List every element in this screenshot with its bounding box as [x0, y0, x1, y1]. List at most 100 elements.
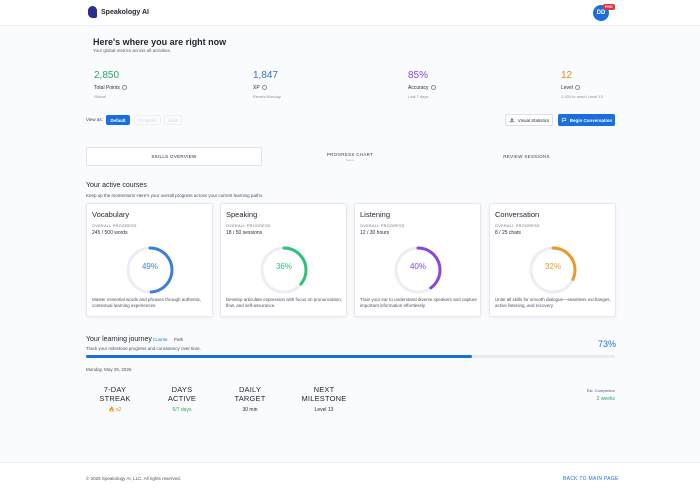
stat-key: 7-DAY STREAK	[99, 385, 131, 403]
overall-progress-label: OVERALL PROGRESS	[495, 224, 540, 228]
course-title: Speaking	[226, 210, 258, 219]
tab-label: REVIEW SESSIONS	[503, 154, 550, 159]
stat-days-active: DAYS ACTIVE 5/7 days	[158, 385, 206, 413]
progress-ring	[126, 246, 174, 294]
course-card[interactable]: Listening OVERALL PROGRESS 12 / 30 hours 40…	[354, 203, 481, 317]
course-description: Master essential words and phrases throu…	[92, 297, 202, 308]
overall-progress-value: 18 / 50 sessions	[226, 230, 263, 236]
courses-subtitle: Keep up the momentum! Here's your overal…	[86, 193, 264, 198]
course-percent: 40%	[409, 262, 426, 271]
course-card[interactable]: Conversation OVERALL PROGRESS 8 / 25 chats…	[489, 203, 616, 317]
stat-value: 5/7 days	[172, 407, 192, 413]
metric-note: Last 7 days	[408, 94, 429, 99]
stat-key: DAYS ACTIVE	[167, 385, 197, 403]
course-title: Vocabulary	[92, 210, 130, 219]
visual-statistics-button[interactable]: Visual Statistics	[505, 114, 553, 126]
visual-statistics-label: Visual Statistics	[517, 117, 550, 123]
tab-note: Soon	[345, 157, 355, 162]
estimate-value: 2 weeks	[596, 396, 615, 402]
course-card[interactable]: Vocabulary OVERALL PROGRESS 245 / 500 word…	[86, 203, 213, 317]
course-card[interactable]: Speaking OVERALL PROGRESS 18 / 50 sessions…	[220, 203, 347, 317]
begin-conversation-label: Begin Conversation	[569, 117, 613, 123]
begin-conversation-button[interactable]: Begin Conversation	[558, 114, 615, 126]
stat-next-milestone: NEXT MILESTONE Level 13	[292, 385, 356, 413]
metric-label: Level	[561, 85, 573, 91]
metric-value: 12	[561, 70, 573, 81]
metric-label: Accuracy	[408, 85, 429, 91]
progress-ring-fill	[126, 246, 174, 294]
stat-key: NEXT MILESTONE	[301, 385, 347, 403]
view-progress-button[interactable]: Progress	[134, 115, 161, 125]
course-title: Conversation	[495, 210, 540, 219]
progress-ring	[394, 246, 442, 294]
course-description: Unite all skills for smooth dialogue—sea…	[495, 297, 611, 308]
metric-note: Resets Monday	[253, 94, 281, 99]
stat-value: 30 min	[242, 407, 258, 413]
journey-title: Your learning journey	[86, 336, 152, 343]
progress-ring-fill	[260, 246, 308, 294]
pro-badge: PRO	[603, 4, 615, 10]
view-skills-button[interactable]: Skills	[164, 115, 182, 125]
copyright: © 2025 Speakology AI, LLC. All rights re…	[86, 476, 181, 481]
info-icon[interactable]	[430, 85, 436, 91]
metric-value: 85%	[408, 70, 429, 81]
course-percent: 49%	[141, 262, 158, 271]
overall-progress-value: 12 / 30 hours	[360, 230, 390, 236]
tab-review-sessions[interactable]: REVIEW SESSIONS	[438, 147, 615, 166]
page-subtitle: Your global metrics across all activitie…	[93, 48, 172, 53]
progress-ring	[260, 246, 308, 294]
metric-note: Global	[94, 94, 106, 99]
overall-progress-label: OVERALL PROGRESS	[92, 224, 137, 228]
course-description: Develop articulate expression with focus…	[226, 297, 343, 308]
overall-progress-label: OVERALL PROGRESS	[226, 224, 271, 228]
toggle-path[interactable]: Path	[174, 337, 184, 342]
back-to-main-link[interactable]: BACK TO MAIN PAGE	[563, 476, 619, 482]
journey-progress-fill	[86, 355, 473, 358]
tab-bar: SKILLS OVERVIEW PROGRESS CHART Soon REVIE…	[86, 147, 615, 166]
page-title: Here's where you are right now	[93, 37, 227, 47]
metric-note: 2,150 to reach Level 13	[561, 94, 603, 99]
progress-ring	[529, 246, 577, 294]
course-description: Train your ear to understand diverse spe…	[360, 297, 477, 308]
download-icon	[509, 117, 515, 123]
info-icon[interactable]	[121, 85, 127, 91]
journey-subtitle: Track your milestone progress and consis…	[86, 346, 201, 351]
courses-title: Your active courses	[86, 182, 147, 189]
tab-label: PROGRESS CHART	[326, 151, 374, 157]
logo-icon	[88, 6, 97, 18]
metric-xp: 1,847 XP Resets Monday	[253, 70, 281, 99]
tab-skills-overview[interactable]: SKILLS OVERVIEW	[86, 147, 262, 166]
info-icon[interactable]	[574, 85, 580, 91]
view-default-button[interactable]: Default	[106, 115, 130, 125]
info-icon[interactable]	[261, 85, 267, 91]
stat-daily-target: DAILY TARGET 30 min	[224, 385, 276, 413]
journey-percent: 73%	[598, 339, 617, 349]
metric-label: Total Points	[94, 85, 120, 91]
course-percent: 36%	[275, 262, 292, 271]
metric-value: 2,850	[94, 70, 120, 81]
overall-progress-value: 245 / 500 words	[92, 230, 128, 236]
metric-label: XP	[253, 85, 260, 91]
overall-progress-label: OVERALL PROGRESS	[360, 224, 405, 228]
journey-date: Monday, May 25, 2026	[86, 367, 132, 372]
tab-progress-chart[interactable]: PROGRESS CHART Soon	[262, 147, 438, 166]
footer: © 2025 Speakology AI, LLC. All rights re…	[0, 462, 700, 492]
metric-level: 12 Level 2,150 to reach Level 13	[561, 70, 603, 99]
top-bar: Speakology AI DD PRO	[0, 0, 700, 26]
app-name: Speakology AI	[101, 8, 149, 16]
stat-value: Level 13	[314, 407, 334, 413]
toggle-course[interactable]: Course	[153, 337, 168, 342]
tab-label: SKILLS OVERVIEW	[151, 154, 197, 159]
metric-total-points: 2,850 Total Points Global	[94, 70, 127, 99]
stat-streak: 7-DAY STREAK 🔥 x2	[88, 385, 142, 413]
progress-ring-fill	[394, 246, 442, 294]
stat-key: DAILY TARGET	[234, 385, 266, 403]
view-as-label: View as:	[86, 117, 103, 122]
app-logo[interactable]: Speakology AI	[88, 6, 149, 18]
course-title: Listening	[360, 210, 391, 219]
journey-progress-bar	[86, 355, 615, 358]
overall-progress-value: 8 / 25 chats	[495, 230, 521, 236]
stat-value: 🔥 x2	[108, 407, 122, 413]
estimated-completion: Est. Completion 2 weeks	[578, 388, 615, 402]
metric-value: 1,847	[253, 70, 279, 81]
